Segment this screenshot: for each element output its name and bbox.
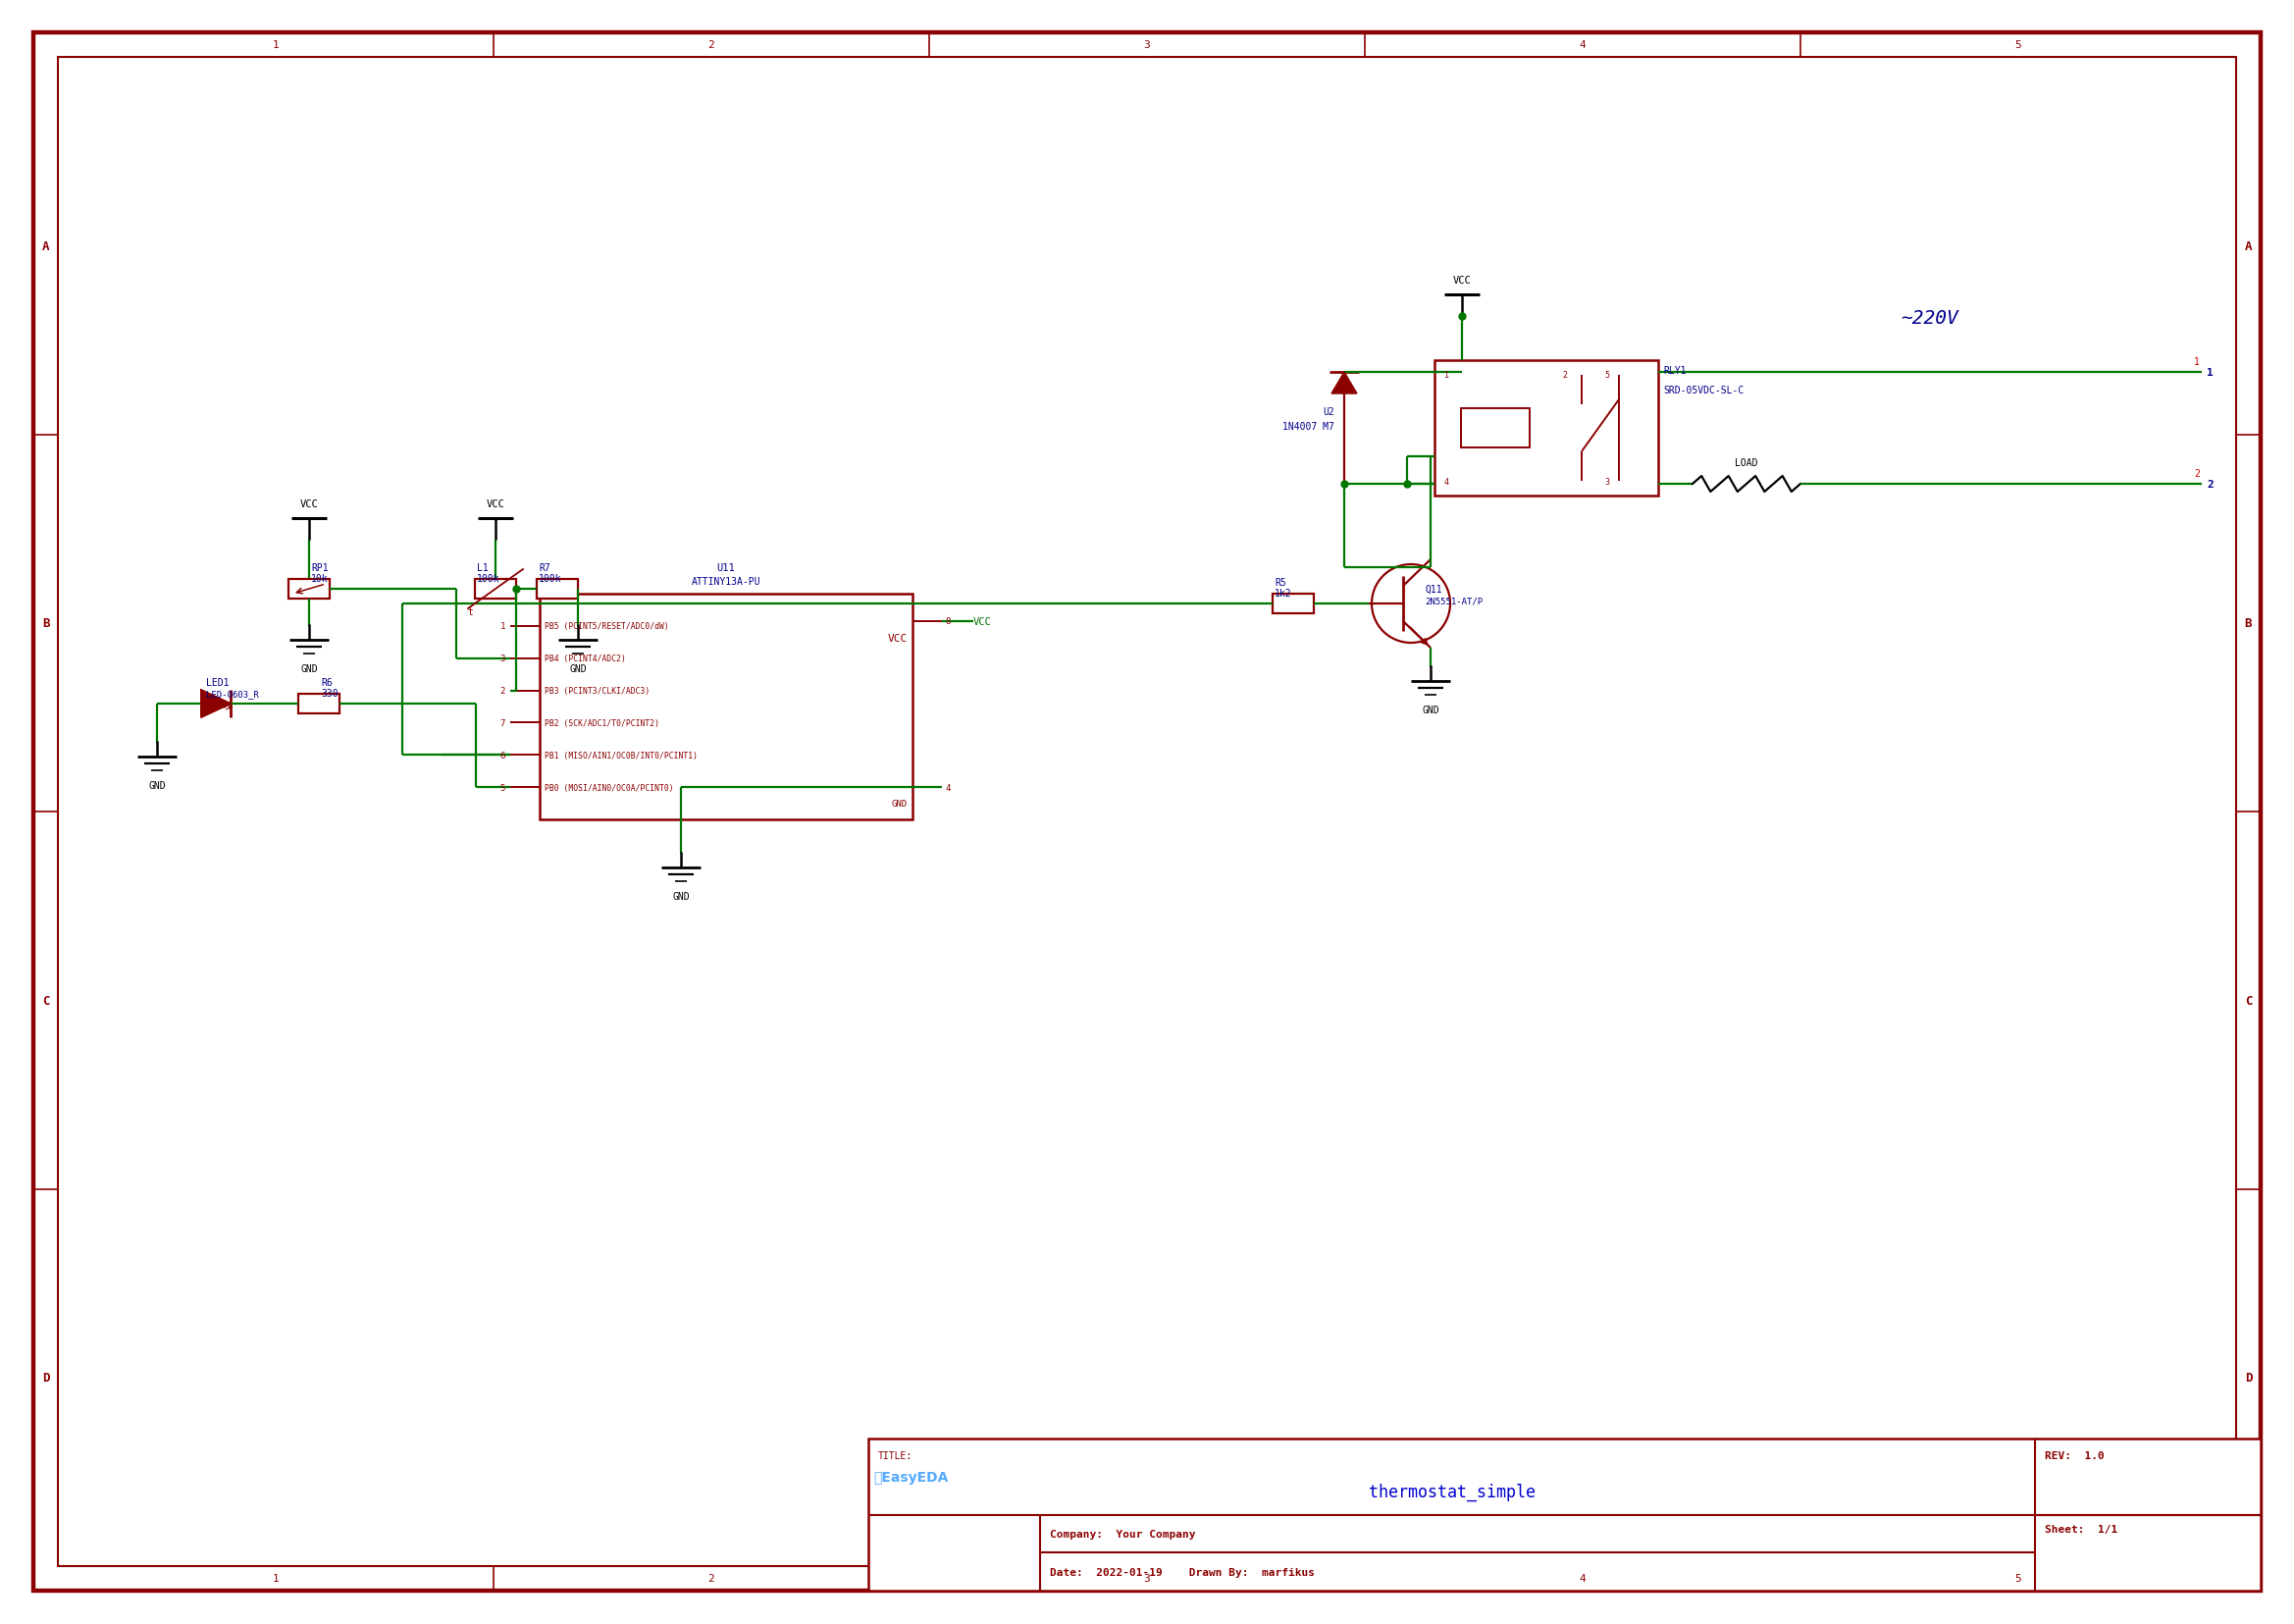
Bar bbox=[289, 580, 330, 599]
Text: LED-0603_R: LED-0603_R bbox=[206, 690, 259, 698]
Text: 5: 5 bbox=[500, 783, 505, 793]
Text: 3: 3 bbox=[1604, 477, 1608, 487]
Text: LOAD: LOAD bbox=[1734, 458, 1757, 468]
Text: thermostat_simple: thermostat_simple bbox=[1367, 1483, 1535, 1501]
Text: 5: 5 bbox=[2014, 41, 2021, 50]
Text: 1: 1 bbox=[273, 1574, 280, 1583]
Text: 2: 2 bbox=[709, 41, 716, 50]
Text: 1: 1 bbox=[2193, 357, 2200, 367]
Text: GND: GND bbox=[301, 664, 317, 674]
Bar bbox=[1273, 594, 1314, 614]
Text: VCC: VCC bbox=[301, 499, 319, 508]
Text: 3: 3 bbox=[1145, 41, 1149, 50]
Text: VCC: VCC bbox=[888, 633, 908, 643]
Text: GND: GND bbox=[892, 799, 908, 809]
Text: PB1 (MISO/AIN1/OC0B/INT0/PCINT1): PB1 (MISO/AIN1/OC0B/INT0/PCINT1) bbox=[544, 750, 697, 760]
Text: 10k: 10k bbox=[312, 573, 328, 583]
Text: Q11: Q11 bbox=[1425, 585, 1443, 594]
Text: t: t bbox=[468, 607, 473, 617]
Text: 3: 3 bbox=[1145, 1574, 1149, 1583]
Polygon shape bbox=[202, 690, 232, 718]
Text: GND: GND bbox=[569, 664, 587, 674]
Text: ⭕EasyEDA: ⭕EasyEDA bbox=[874, 1470, 947, 1483]
Text: 1: 1 bbox=[273, 41, 280, 50]
Text: 4: 4 bbox=[1578, 41, 1585, 50]
Text: 4: 4 bbox=[945, 783, 950, 793]
Text: VCC: VCC bbox=[486, 499, 505, 508]
Text: 4: 4 bbox=[1578, 1574, 1585, 1583]
Text: PB4 (PCINT4/ADC2): PB4 (PCINT4/ADC2) bbox=[544, 654, 626, 663]
Text: GND: GND bbox=[149, 781, 165, 791]
Text: VCC: VCC bbox=[1452, 276, 1470, 286]
Text: PB0 (MOSI/AIN0/OC0A/PCINT0): PB0 (MOSI/AIN0/OC0A/PCINT0) bbox=[544, 783, 674, 793]
Text: Company:  Your Company: Company: Your Company bbox=[1051, 1528, 1195, 1538]
Text: LED1: LED1 bbox=[206, 677, 229, 687]
Text: C: C bbox=[41, 994, 48, 1007]
Text: 2: 2 bbox=[500, 687, 505, 695]
Text: 5: 5 bbox=[1604, 370, 1608, 380]
Bar bbox=[537, 580, 578, 599]
Text: PB5 (PCINT5/RESET/ADC0/dW): PB5 (PCINT5/RESET/ADC0/dW) bbox=[544, 622, 670, 632]
Text: 2: 2 bbox=[709, 1574, 716, 1583]
Text: 2N5551-AT/P: 2N5551-AT/P bbox=[1425, 596, 1482, 606]
Text: 100k: 100k bbox=[539, 573, 562, 583]
Text: GND: GND bbox=[672, 892, 690, 901]
Bar bbox=[1461, 409, 1530, 448]
Text: C: C bbox=[2246, 994, 2253, 1007]
Text: 5: 5 bbox=[2014, 1574, 2021, 1583]
Text: A: A bbox=[41, 240, 48, 253]
Polygon shape bbox=[1331, 372, 1358, 395]
Text: RLY1: RLY1 bbox=[1663, 365, 1686, 375]
Text: 100k: 100k bbox=[477, 573, 500, 583]
Text: 2: 2 bbox=[1562, 370, 1567, 380]
Text: 1: 1 bbox=[500, 622, 505, 632]
Text: Date:  2022-01-19    Drawn By:  marfikus: Date: 2022-01-19 Drawn By: marfikus bbox=[1051, 1567, 1314, 1577]
Text: PB3 (PCINT3/CLKI/ADC3): PB3 (PCINT3/CLKI/ADC3) bbox=[544, 687, 649, 695]
Text: ~220V: ~220V bbox=[1902, 310, 1959, 328]
Text: D: D bbox=[41, 1371, 48, 1384]
Text: 8: 8 bbox=[945, 617, 950, 627]
Text: RP1: RP1 bbox=[312, 564, 328, 573]
Text: 330: 330 bbox=[321, 689, 337, 698]
Text: 1k2: 1k2 bbox=[1275, 588, 1292, 598]
Text: 7: 7 bbox=[500, 719, 505, 728]
Text: PB2 (SCK/ADC1/T0/PCINT2): PB2 (SCK/ADC1/T0/PCINT2) bbox=[544, 719, 658, 728]
Text: 6: 6 bbox=[500, 750, 505, 760]
Text: A: A bbox=[2246, 240, 2253, 253]
Bar bbox=[475, 580, 516, 599]
Text: B: B bbox=[41, 617, 48, 630]
Text: R6: R6 bbox=[321, 677, 333, 687]
Text: U2: U2 bbox=[1324, 408, 1335, 417]
Text: R5: R5 bbox=[1275, 578, 1287, 588]
Text: 2: 2 bbox=[2207, 479, 2214, 489]
Bar bbox=[1434, 361, 1659, 497]
Text: 2: 2 bbox=[2193, 469, 2200, 479]
Text: GND: GND bbox=[1422, 705, 1438, 715]
Text: B: B bbox=[2246, 617, 2253, 630]
Text: SRD-05VDC-SL-C: SRD-05VDC-SL-C bbox=[1663, 385, 1743, 395]
Bar bbox=[539, 594, 913, 820]
Text: D: D bbox=[2246, 1371, 2253, 1384]
Text: 1N4007 M7: 1N4007 M7 bbox=[1282, 422, 1335, 432]
Bar bbox=[298, 695, 340, 715]
Text: R7: R7 bbox=[539, 564, 551, 573]
Text: 4: 4 bbox=[1445, 477, 1450, 487]
Bar bbox=[869, 1439, 2260, 1590]
Text: VCC: VCC bbox=[973, 617, 991, 627]
Text: TITLE:: TITLE: bbox=[879, 1450, 913, 1460]
Text: U11: U11 bbox=[718, 564, 736, 573]
Text: 1: 1 bbox=[2207, 367, 2214, 377]
Text: REV:  1.0: REV: 1.0 bbox=[2044, 1450, 2104, 1460]
Text: 1: 1 bbox=[1445, 370, 1450, 380]
Text: ATTINY13A-PU: ATTINY13A-PU bbox=[690, 577, 762, 586]
Text: L1: L1 bbox=[477, 564, 489, 573]
Text: Sheet:  1/1: Sheet: 1/1 bbox=[2044, 1525, 2117, 1535]
Text: 3: 3 bbox=[500, 654, 505, 663]
